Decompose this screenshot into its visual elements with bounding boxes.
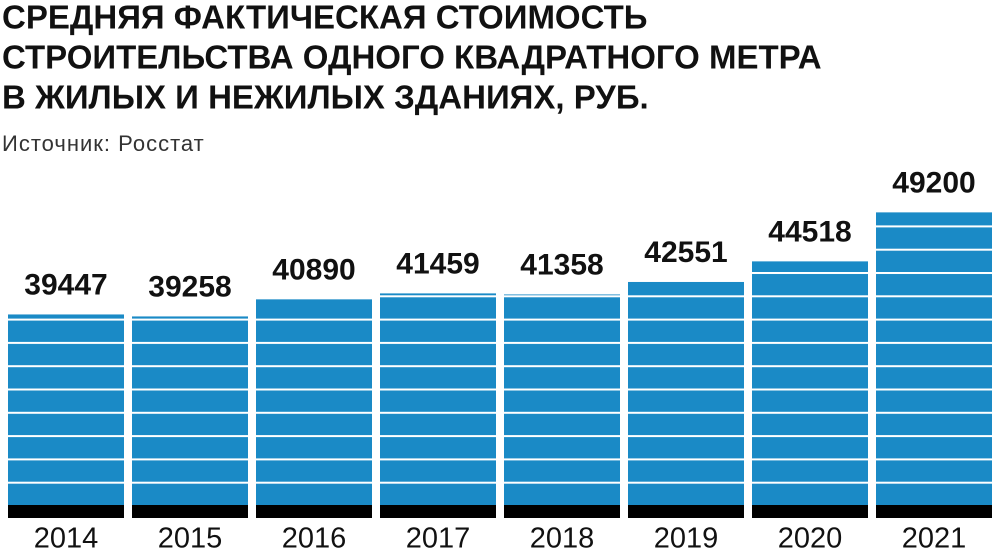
bar-base xyxy=(876,505,992,518)
x-tick-label: 2019 xyxy=(654,523,719,555)
value-label: 39447 xyxy=(24,268,107,301)
bar-base xyxy=(132,505,248,518)
bar-base xyxy=(504,505,620,518)
value-label: 40890 xyxy=(272,253,355,286)
bar xyxy=(504,294,620,518)
bar-base xyxy=(8,505,124,518)
x-tick-label: 2014 xyxy=(34,523,99,555)
x-tick-label: 2015 xyxy=(158,523,223,555)
subtitle: Источник: Росстат xyxy=(2,131,205,156)
x-tick-label: 2020 xyxy=(778,523,843,555)
bar-base xyxy=(256,505,372,518)
chart-title: СРЕДНЯЯ ФАКТИЧЕСКАЯ СТОИМОСТЬ xyxy=(2,0,647,36)
value-label: 39258 xyxy=(148,270,231,303)
bar xyxy=(752,261,868,518)
value-label: 41459 xyxy=(396,247,479,280)
value-label: 42551 xyxy=(644,236,727,269)
bar xyxy=(876,212,992,518)
value-label: 44518 xyxy=(768,215,851,248)
value-label: 41358 xyxy=(520,248,603,281)
chart-title: В ЖИЛЫХ И НЕЖИЛЫХ ЗДАНИЯХ, РУБ. xyxy=(2,79,649,116)
bar-base xyxy=(380,505,496,518)
bar xyxy=(132,316,248,518)
value-label: 49200 xyxy=(892,166,975,199)
bar-base xyxy=(752,505,868,518)
bar-base xyxy=(628,505,744,518)
x-tick-label: 2016 xyxy=(282,523,347,555)
x-tick-label: 2021 xyxy=(902,523,967,555)
x-tick-label: 2017 xyxy=(406,523,471,555)
chart-title: СТРОИТЕЛЬСТВА ОДНОГО КВАДРАТНОГО МЕТРА xyxy=(2,39,822,76)
x-tick-label: 2018 xyxy=(530,523,595,555)
bar xyxy=(628,281,744,518)
bar xyxy=(256,299,372,518)
bar xyxy=(380,293,496,518)
bar xyxy=(8,314,124,518)
